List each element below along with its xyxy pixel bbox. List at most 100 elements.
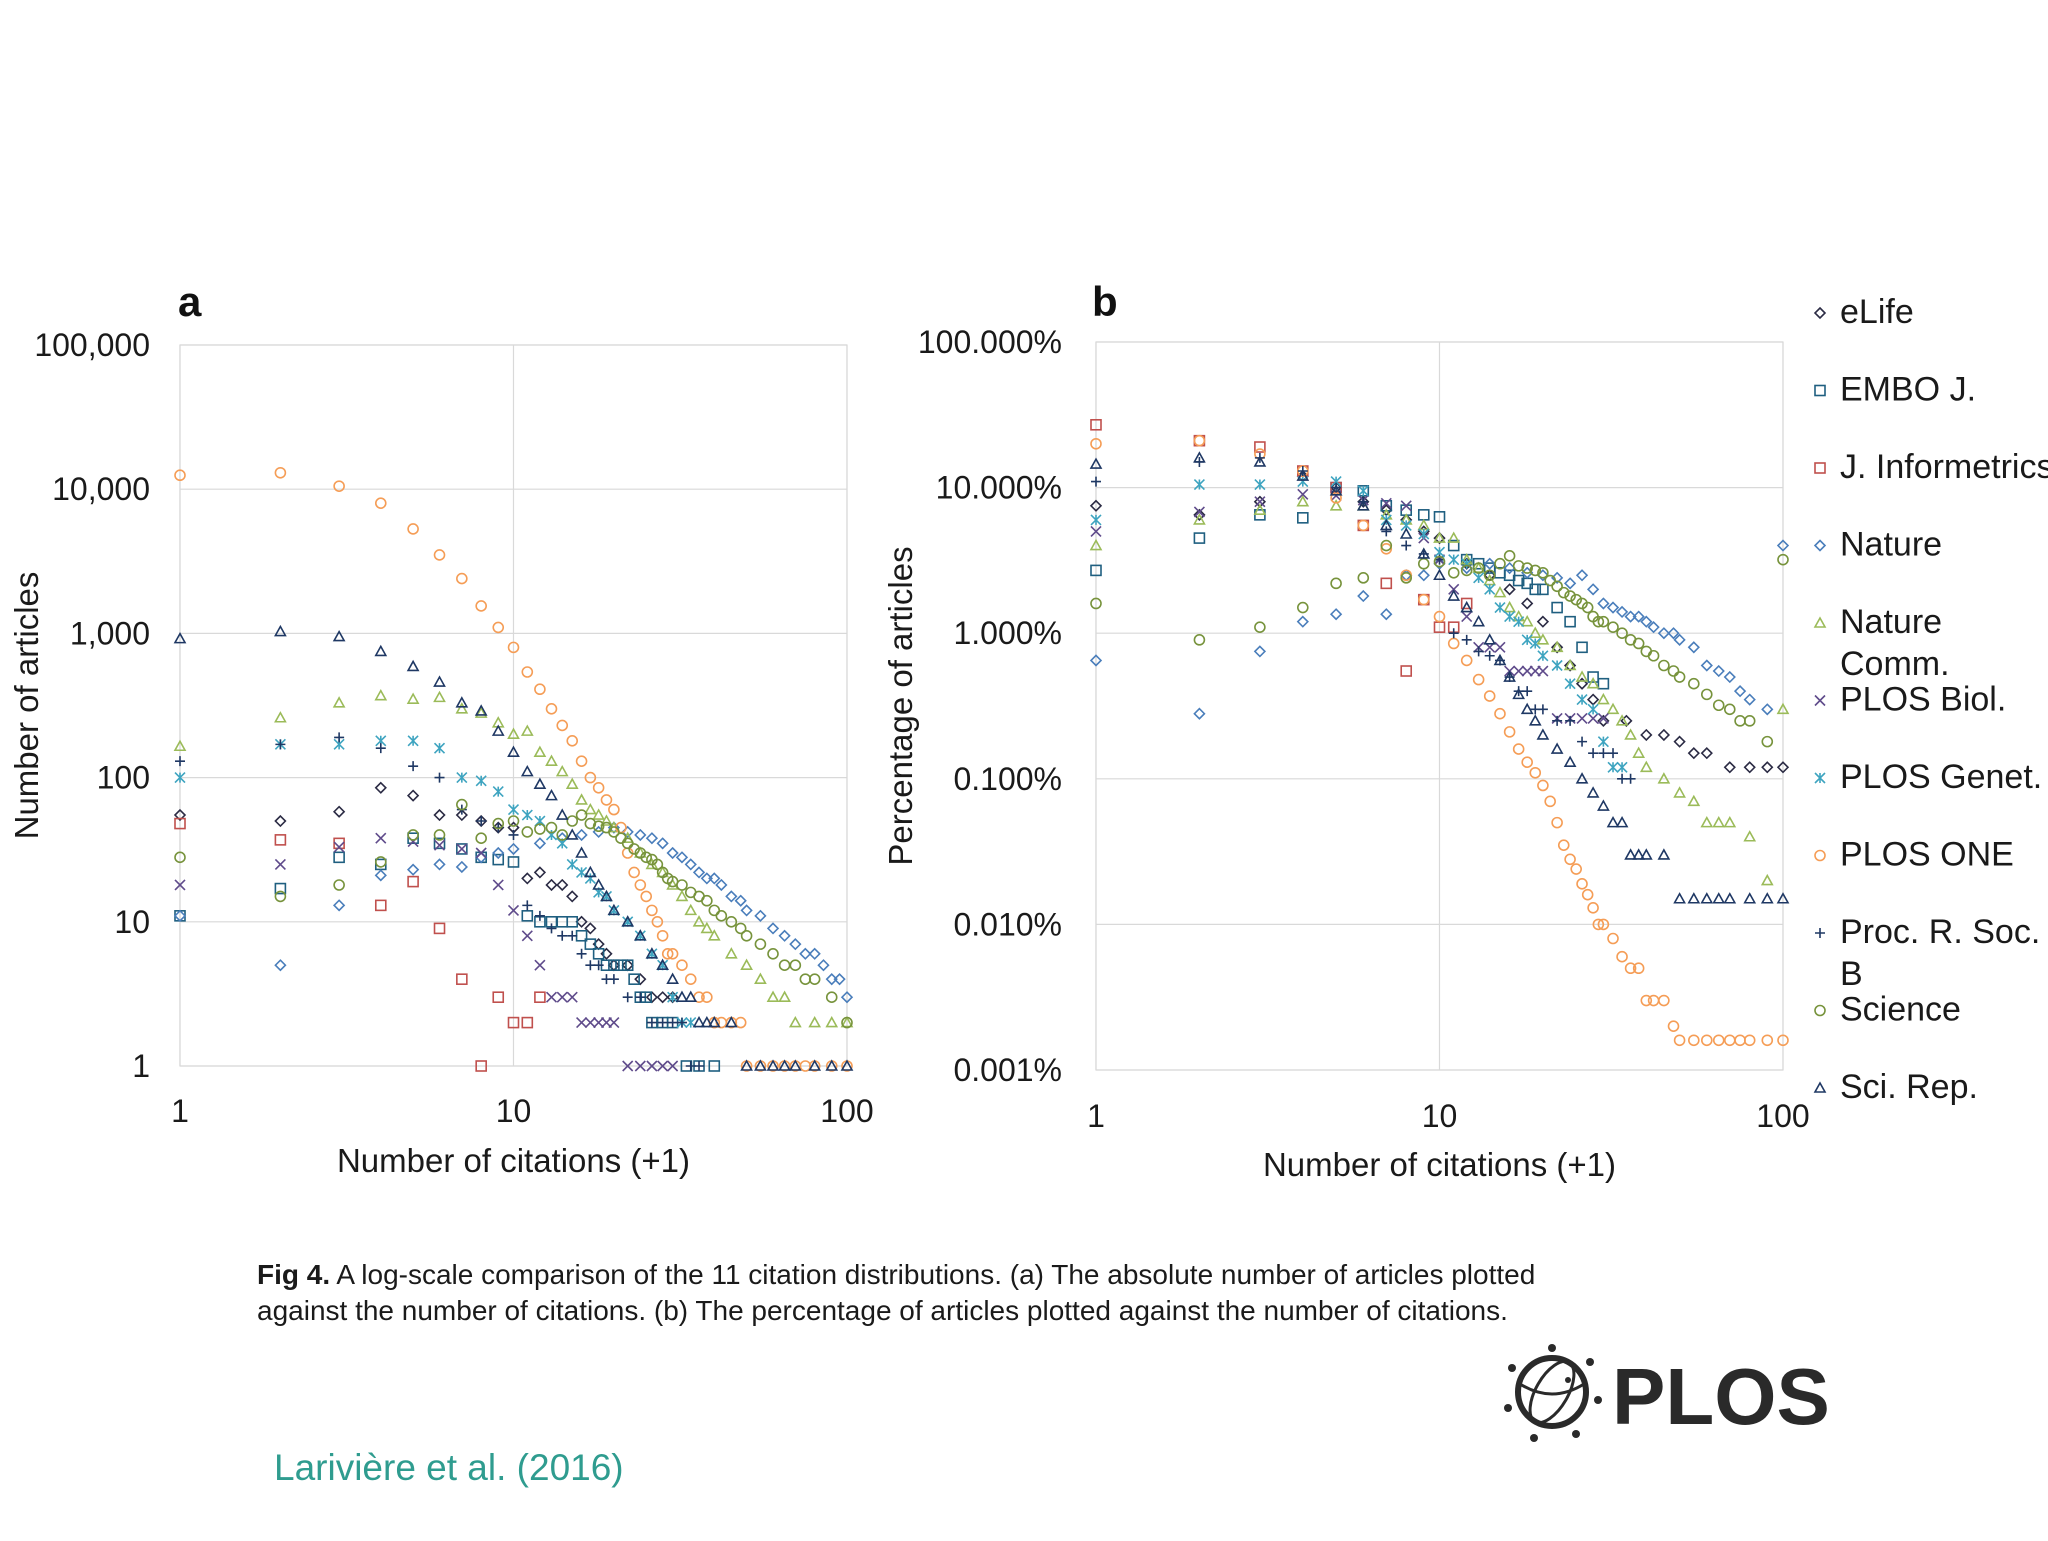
data-point [408, 761, 419, 772]
data-point [274, 890, 287, 903]
data-point [754, 909, 767, 922]
data-point [274, 466, 287, 479]
data-point [734, 1016, 747, 1029]
legend-marker [1814, 694, 1826, 707]
data-point [1586, 583, 1600, 596]
data-point [1544, 574, 1556, 587]
data-point [521, 666, 534, 678]
data-point [521, 872, 534, 885]
data-point [274, 814, 287, 828]
data-point [534, 683, 546, 696]
data-point [565, 777, 579, 789]
data-point [1624, 728, 1637, 740]
data-point [1253, 455, 1267, 467]
data-point [521, 910, 534, 922]
legend-marker [1814, 462, 1826, 474]
data-point [1564, 615, 1576, 628]
data-point [1658, 659, 1670, 672]
data-point [628, 843, 640, 855]
data-point [475, 847, 487, 859]
data-point [584, 922, 597, 935]
data-point [566, 734, 579, 747]
legend-marker [1814, 849, 1826, 862]
y-tick-label: 10,000 [52, 471, 150, 507]
data-point [567, 930, 578, 941]
data-point [692, 1015, 706, 1028]
data-point [1712, 815, 1726, 828]
data-point [1537, 704, 1548, 715]
y-tick-label: 1.000% [953, 615, 1062, 651]
series-proc-r-soc-b [1091, 452, 1636, 784]
data-point [1193, 532, 1206, 544]
data-point [1761, 761, 1774, 774]
data-point [1551, 816, 1563, 829]
data-point [1551, 580, 1563, 593]
data-point [1700, 688, 1713, 701]
data-point [174, 879, 186, 891]
data-point [1743, 830, 1757, 842]
data-point [608, 826, 620, 838]
data-point [684, 903, 698, 916]
data-point [1673, 633, 1686, 646]
series-sci-rep [1089, 451, 1790, 904]
data-point [274, 624, 287, 637]
chart-panel-a: 1 10 100 1,000 10,000 100,000 1 10 100 Number of … [8, 278, 874, 1179]
x-tick-label: 10 [496, 1093, 532, 1129]
data-point [1537, 583, 1549, 596]
data-point [700, 921, 714, 934]
data-point [778, 929, 791, 942]
data-point [1447, 539, 1460, 552]
x-tick-label: 100 [1756, 1098, 1809, 1134]
data-point [1597, 918, 1610, 931]
data-point [1512, 574, 1525, 587]
data-point [628, 973, 640, 985]
data-point [455, 808, 468, 822]
legend-marker [1814, 384, 1826, 397]
data-point [1472, 561, 1485, 573]
data-point [1777, 553, 1789, 566]
legend-item-nature: Nature [1813, 526, 1942, 564]
data-point [645, 832, 659, 845]
legend-marker [1813, 306, 1827, 320]
data-point [1448, 583, 1460, 595]
data-point [332, 805, 346, 818]
data-point [1700, 747, 1713, 760]
data-point [533, 777, 547, 789]
data-point [788, 1015, 802, 1028]
data-point [692, 866, 706, 879]
data-point [1447, 589, 1461, 601]
data-point [808, 947, 821, 960]
data-point [174, 817, 186, 830]
data-point [799, 973, 812, 985]
data-point [788, 1059, 802, 1071]
legend-label: J. Informetrics [1840, 448, 2048, 486]
data-point [1400, 572, 1413, 584]
data-point [406, 789, 420, 802]
data-point [174, 851, 186, 864]
data-point [676, 1017, 687, 1028]
data-point [492, 853, 505, 866]
y-tick-label: 1 [132, 1048, 150, 1084]
data-point [492, 621, 505, 634]
data-point [1090, 597, 1102, 610]
data-point [1503, 600, 1516, 613]
data-point [1494, 707, 1506, 720]
data-point [1529, 637, 1541, 650]
data-point [173, 808, 187, 822]
legend-item-embo-j: EMBO J. [1814, 371, 1976, 409]
data-point [1712, 1034, 1725, 1047]
data-point [1557, 839, 1570, 851]
series-science [174, 798, 853, 1029]
data-point [456, 798, 468, 811]
data-point [1330, 492, 1342, 504]
data-point [1700, 659, 1713, 672]
data-point [1512, 687, 1526, 700]
data-point [1700, 815, 1714, 828]
x-axis-title: Number of citations (+1) [337, 1142, 690, 1179]
data-point [1537, 665, 1549, 677]
data-point [651, 858, 664, 871]
data-point [492, 817, 505, 830]
data-point [675, 889, 689, 902]
data-point [622, 1060, 634, 1072]
data-point [1512, 743, 1525, 755]
